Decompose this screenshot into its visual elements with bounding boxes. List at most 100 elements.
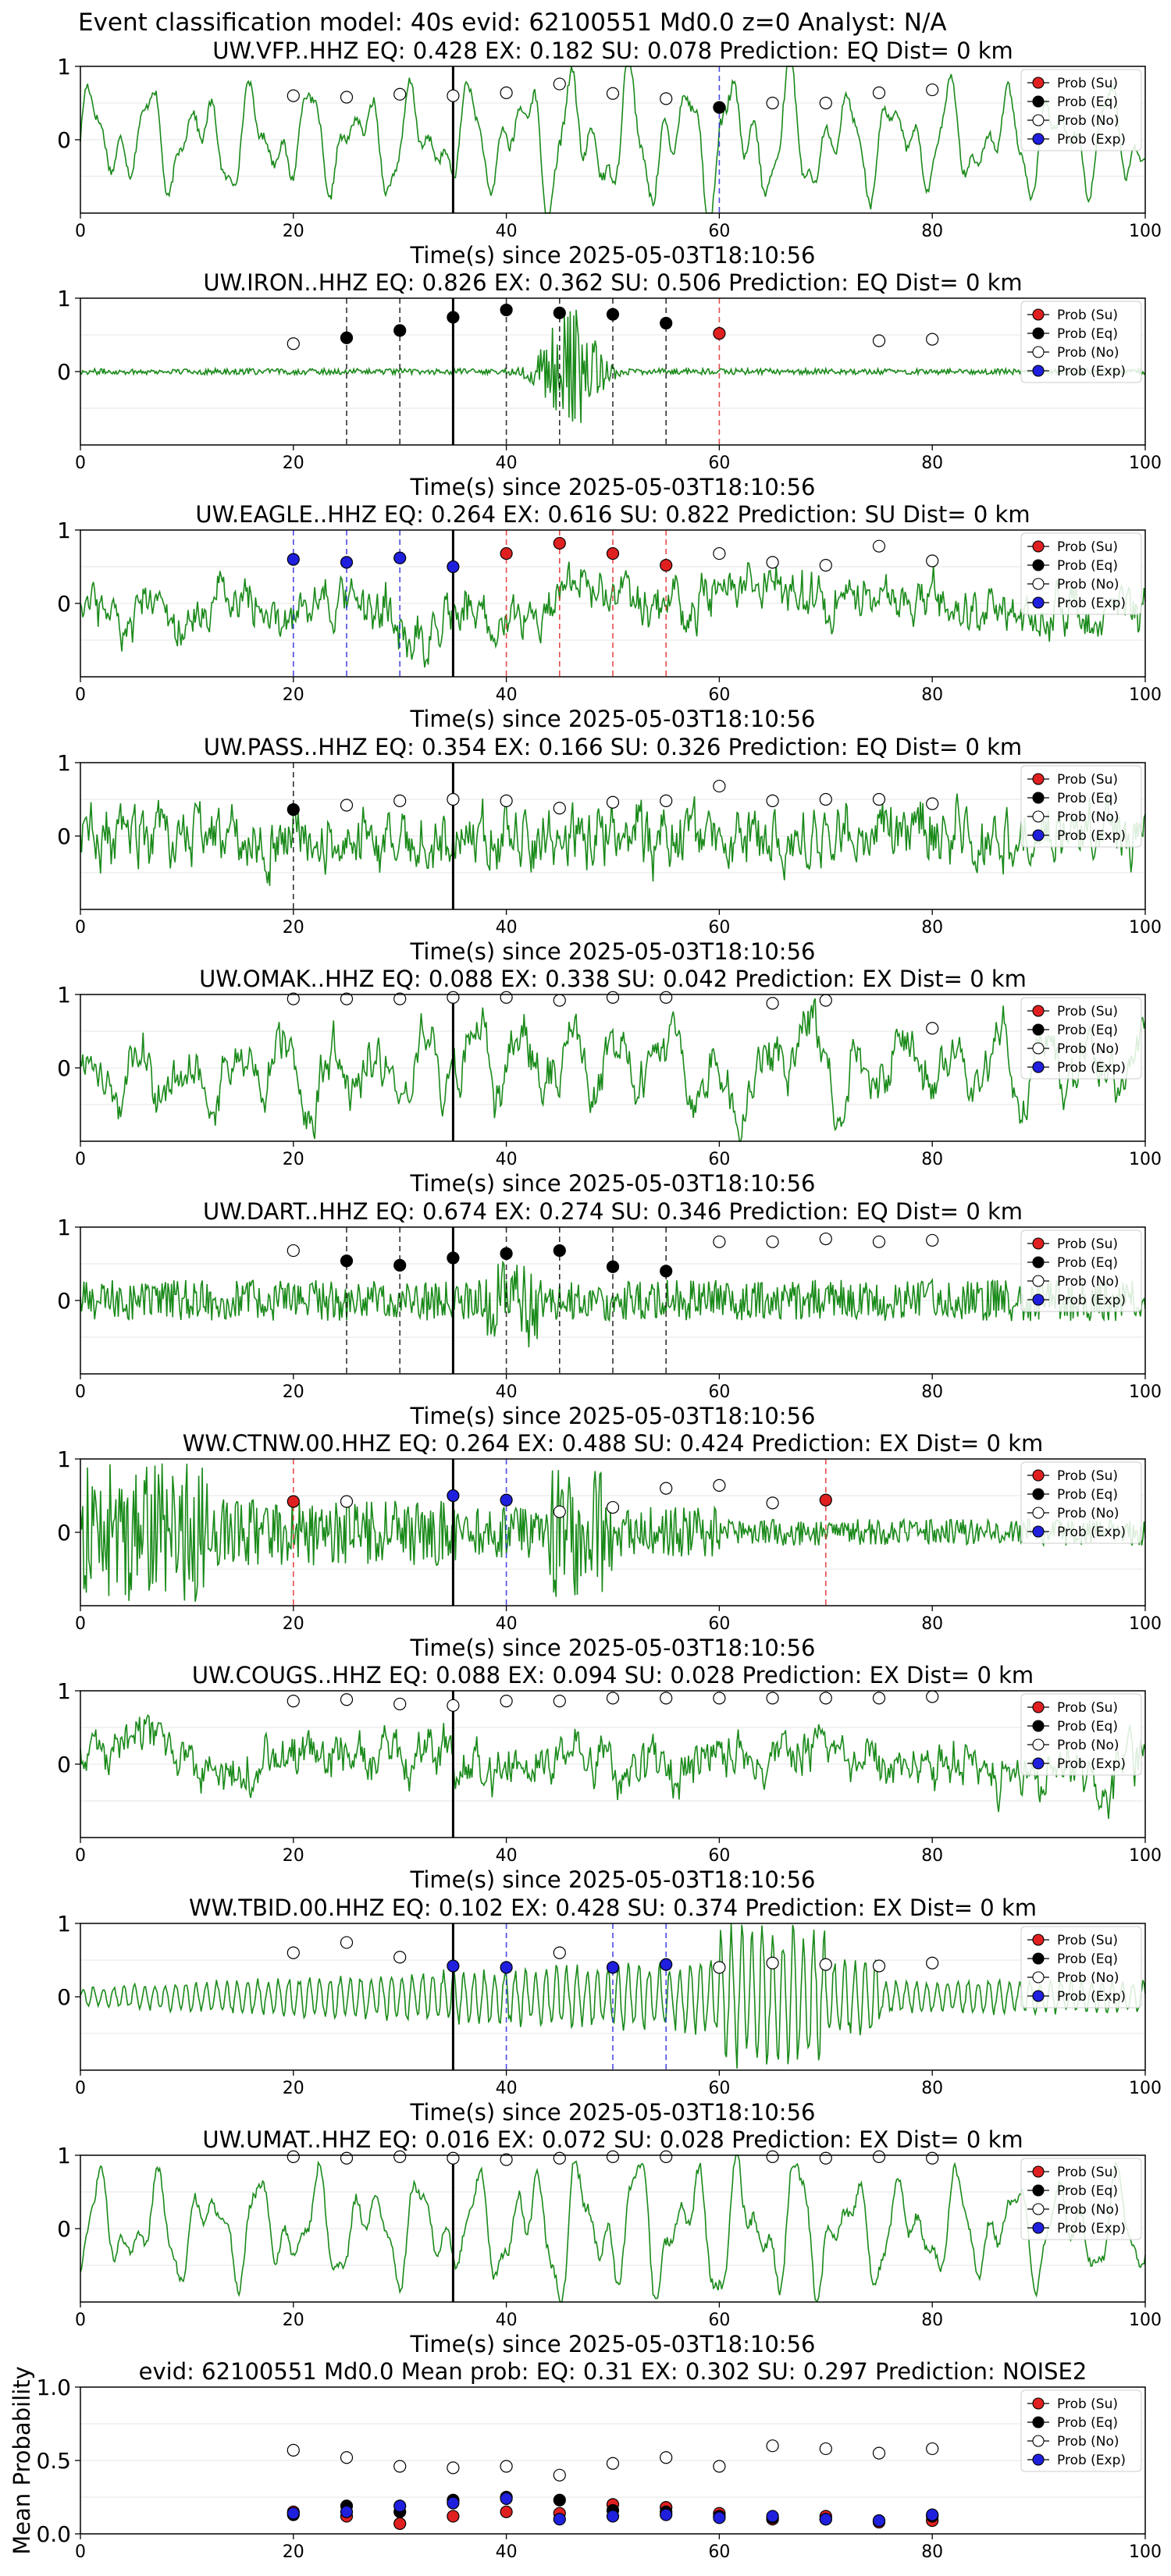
x-axis-label: Time(s) since 2025-05-03T18:10:56 (410, 1170, 816, 1197)
legend-label: Prob (No) (1057, 345, 1119, 361)
series-prob-su (287, 1493, 832, 1508)
legend-label: Prob (No) (1057, 113, 1119, 129)
legend-label: Prob (Su) (1057, 1933, 1118, 1948)
panel-title: UW.OMAK..HHZ EQ: 0.088 EX: 0.338 SU: 0.0… (199, 966, 1027, 992)
data-point (553, 2151, 566, 2165)
data-point (713, 546, 726, 560)
data-point (447, 2510, 460, 2523)
data-point (287, 992, 300, 1005)
legend-marker (1032, 1042, 1045, 1055)
data-point (660, 1265, 673, 1278)
x-tick-label: 0 (75, 2079, 86, 2098)
series-prob-exp (447, 1958, 673, 1974)
y-tick-label: 1 (57, 1911, 71, 1937)
data-point (606, 2510, 620, 2523)
x-axis-label: Time(s) since 2025-05-03T18:10:56 (410, 2331, 816, 2357)
data-point (447, 311, 460, 324)
legend-marker (1032, 114, 1045, 126)
waveform-trace (80, 66, 1146, 214)
x-tick-label: 20 (283, 2079, 304, 2098)
data-point (660, 1482, 673, 1495)
legend-marker (1032, 1934, 1045, 1946)
legend-marker (1032, 1701, 1045, 1713)
series-prob-no (340, 779, 939, 815)
data-point (766, 1496, 779, 1510)
data-point (926, 1956, 939, 1969)
data-point (447, 89, 460, 102)
series-prob-eq (340, 303, 673, 344)
legend-marker (1032, 2397, 1045, 2410)
data-point (660, 991, 673, 1004)
data-point (713, 779, 726, 793)
panels: UW.VFP..HHZ EQ: 0.428 EX: 0.182 SU: 0.07… (9, 37, 1162, 2562)
data-point (287, 2150, 300, 2163)
x-tick-label: 20 (283, 454, 304, 473)
data-point (500, 2153, 513, 2166)
data-point (660, 559, 673, 572)
series-prob-no (340, 1478, 779, 1518)
legend-label: Prob (Exp) (1057, 1293, 1126, 1308)
legend-label: Prob (Su) (1057, 539, 1118, 555)
data-point (872, 1959, 886, 1973)
x-tick-label: 20 (283, 222, 304, 241)
data-point (926, 83, 939, 97)
legend-marker (1032, 1275, 1045, 1287)
legend-box (1020, 2389, 1142, 2472)
x-tick-label: 0 (75, 1614, 86, 1634)
data-point (340, 992, 354, 1005)
data-point (553, 77, 566, 91)
data-point (287, 803, 300, 817)
y-tick-label: 1 (57, 518, 71, 543)
data-point (713, 101, 726, 114)
data-point (713, 2460, 726, 2473)
series-prob-exp (287, 2492, 939, 2528)
data-point (819, 2442, 832, 2456)
x-tick-label: 40 (496, 2079, 518, 2098)
series-prob-eq (713, 101, 726, 114)
x-axis-label: Time(s) since 2025-05-03T18:10:56 (410, 1635, 816, 1661)
data-point (287, 2443, 300, 2457)
data-point (660, 2150, 673, 2163)
data-point (500, 991, 513, 1004)
x-tick-label: 60 (708, 918, 730, 938)
data-point (340, 1936, 354, 1949)
legend-marker (1032, 1256, 1045, 1268)
legend-label: Prob (Exp) (1057, 132, 1126, 148)
series-prob-no (287, 2439, 939, 2482)
data-point (713, 1692, 726, 1705)
x-tick-label: 100 (1129, 1382, 1162, 1402)
y-tick-label: 0 (57, 1752, 71, 1777)
data-point (713, 1478, 726, 1492)
x-tick-label: 20 (283, 1382, 304, 1402)
data-point (872, 334, 886, 347)
series-prob-su (713, 327, 726, 340)
x-tick-label: 60 (708, 685, 730, 705)
x-tick-label: 60 (708, 2542, 730, 2562)
x-tick-label: 80 (921, 1382, 943, 1402)
y-tick-label: 0 (57, 1055, 71, 1081)
y-tick-label: 0 (57, 824, 71, 849)
waveform-trace (80, 998, 1146, 1142)
x-tick-label: 100 (1129, 1614, 1162, 1634)
data-point (926, 2442, 939, 2456)
legend-label: Prob (Exp) (1057, 1756, 1126, 1772)
waveform-trace (80, 2154, 1146, 2303)
legend-label: Prob (No) (1057, 2202, 1119, 2218)
x-tick-label: 80 (921, 222, 943, 241)
legend-label: Prob (Exp) (1057, 596, 1126, 611)
data-point (287, 1244, 300, 1258)
panel-title: evid: 62100551 Md0.0 Mean prob: EQ: 0.31… (139, 2358, 1087, 2385)
legend-marker (1032, 1469, 1045, 1482)
legend-marker (1032, 1738, 1045, 1751)
legend-marker (1032, 1990, 1045, 2002)
data-point (606, 2150, 620, 2163)
y-tick-label: 1 (57, 54, 71, 80)
data-point (819, 2513, 832, 2526)
data-point (500, 2460, 513, 2473)
data-point (819, 96, 832, 110)
x-tick-label: 80 (921, 2542, 943, 2562)
data-point (553, 1244, 566, 1258)
data-point (340, 556, 354, 569)
x-tick-label: 40 (496, 454, 518, 473)
